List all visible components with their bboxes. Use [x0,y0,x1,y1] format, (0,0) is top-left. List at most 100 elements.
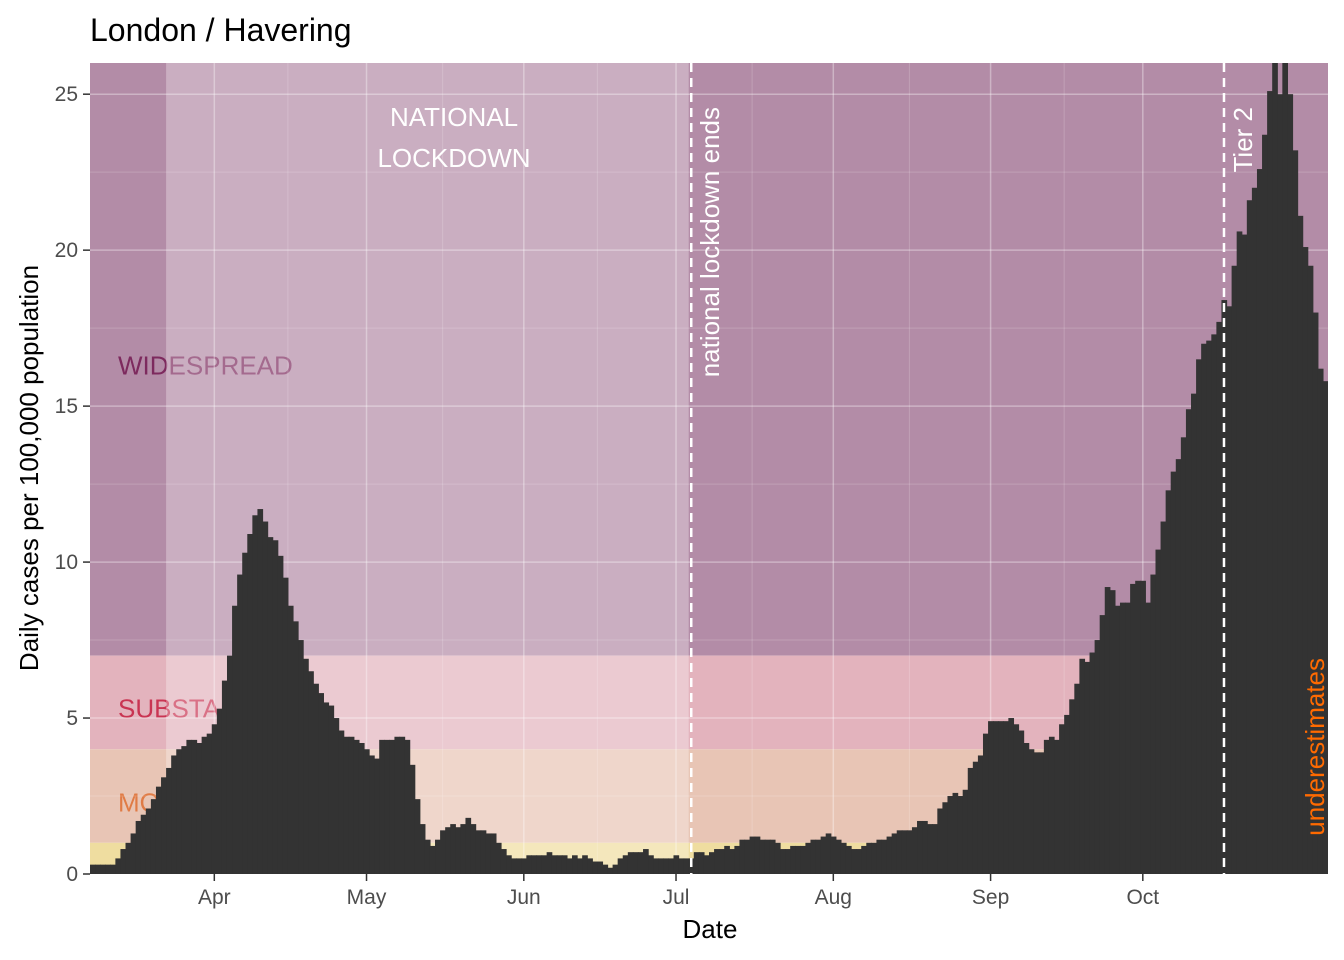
bar [1277,94,1283,874]
bar [632,852,639,874]
bar [389,739,396,874]
bar [495,842,502,874]
vline-label-national-lockdown-ends: national lockdown ends [695,107,725,377]
bar [369,755,375,874]
bar [450,824,456,874]
bar [648,855,654,874]
bar [1145,602,1152,874]
bar [384,739,390,874]
bar [982,733,989,874]
bar [531,855,538,874]
x-tick-label: Jul [663,886,690,909]
bar [866,842,872,874]
bar [678,858,685,874]
bar [323,702,330,874]
bar [1038,752,1045,874]
bar [795,845,801,874]
bar [1069,699,1075,874]
bar [171,755,177,874]
bar [739,839,746,874]
bar [120,849,127,874]
bar [1130,583,1136,874]
bar [810,839,817,874]
bar [211,724,218,874]
bar [1059,724,1065,874]
band-widespread [90,63,1328,656]
bar [673,855,680,874]
bar [292,621,299,874]
bar [546,852,553,874]
bar [780,849,786,874]
bar [627,852,634,874]
bar [942,802,949,874]
y-tick-label: 25 [55,83,78,106]
bar [896,830,903,874]
bar [1079,658,1086,874]
bar [658,858,664,874]
bar [516,858,522,874]
bar [861,845,867,874]
bar [698,852,705,874]
bar [232,605,238,874]
bar [901,830,908,874]
bar [155,786,162,874]
bar [805,842,812,874]
bar [1008,718,1015,874]
bar [1251,187,1258,874]
bar [287,605,294,874]
bar [759,839,766,874]
bar [703,855,710,874]
bar [653,858,659,874]
bar [592,861,598,874]
bar [663,858,670,874]
bar [724,845,730,874]
y-tick-label: 10 [55,551,78,574]
bar [150,799,157,874]
bar [358,742,365,874]
bar [166,767,172,874]
bar [1191,393,1197,874]
bar [277,555,284,874]
y-tick-label: 0 [66,863,78,886]
bar [1241,234,1248,874]
bar [1160,521,1167,874]
bar [617,858,624,874]
y-tick-label: 5 [66,707,78,730]
bar [947,796,954,874]
bar [932,824,938,874]
bar [1048,736,1055,874]
bar [1246,200,1253,874]
bar [1221,300,1228,874]
bar [541,855,548,874]
bar [1272,63,1278,874]
bar [226,655,233,874]
bar [1317,368,1324,874]
bar [917,820,923,874]
bar [303,658,309,874]
bar [267,537,274,874]
bar [1089,652,1096,874]
bar [927,824,933,874]
bar [470,824,477,874]
bar [95,864,101,874]
bar [455,827,461,874]
bar [1003,721,1009,874]
bar [1287,94,1294,874]
x-tick-label: Apr [198,886,231,909]
vline-label-tier-2: Tier 2 [1228,107,1258,173]
bar [298,640,304,874]
bar [130,833,137,874]
bar [881,839,888,874]
bar [506,855,512,874]
bar [521,858,527,874]
bar [313,683,319,874]
bar [1267,91,1273,874]
underestimates-label: underestimates [1300,658,1330,836]
bar [409,764,416,874]
bar [511,858,517,874]
bar [922,820,928,874]
bar [186,739,193,874]
bar [1185,409,1192,874]
bar [1302,247,1309,874]
